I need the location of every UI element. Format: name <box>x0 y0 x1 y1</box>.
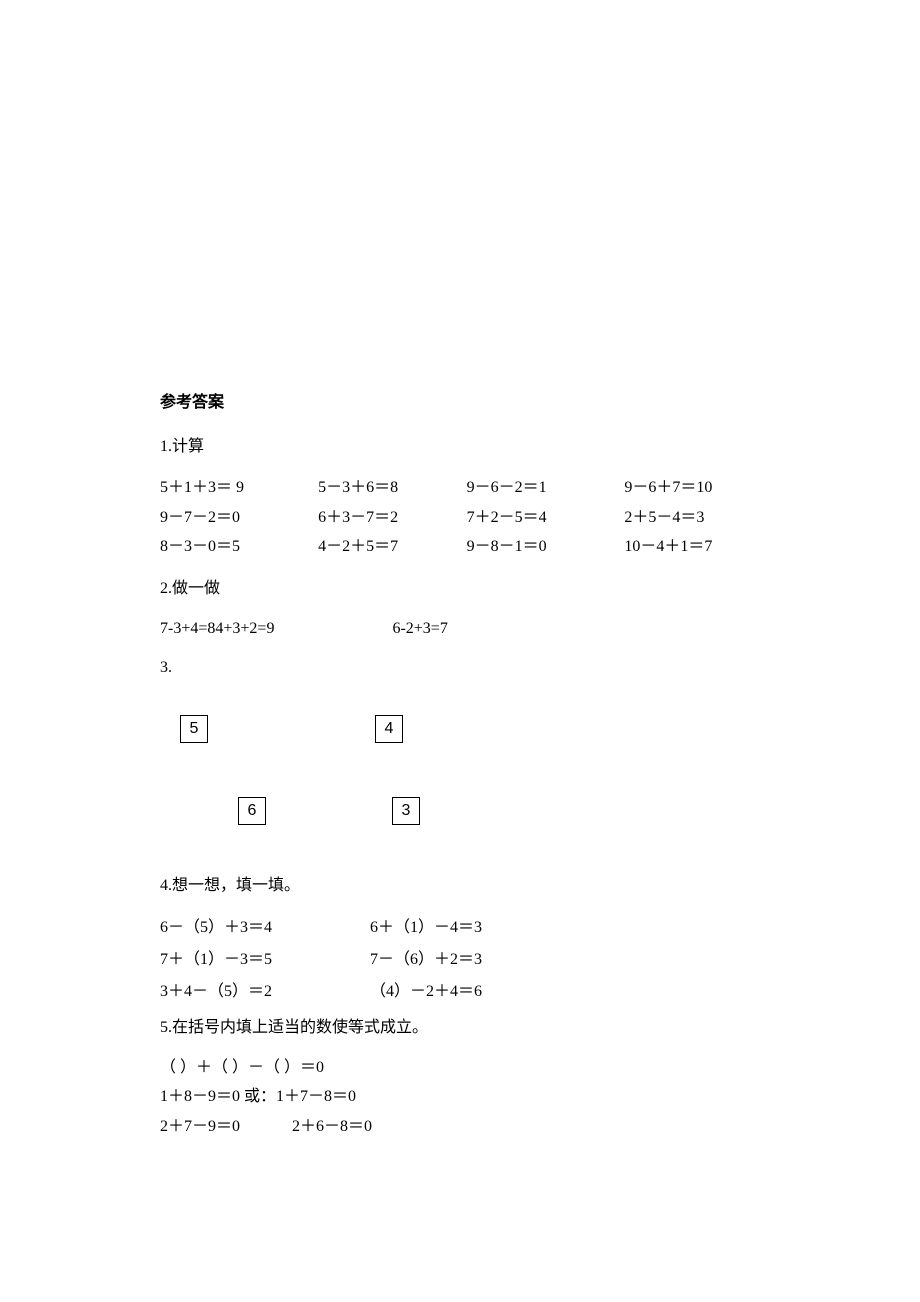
q4-cell: 6－（5）＋3＝4 <box>160 912 370 944</box>
q5-line1: （ ）＋（ ）－（ ）＝0 <box>160 1055 760 1081</box>
calc-cell: 9－7－2＝0 <box>160 503 318 533</box>
page-title: 参考答案 <box>160 390 760 416</box>
q5-line2-a: 1＋8－9＝0 <box>160 1088 240 1105</box>
q4-label: 4.想一想，填一填。 <box>160 873 760 899</box>
q2-label: 2.做一做 <box>160 576 760 602</box>
q4-cell: 7＋（1）－3＝5 <box>160 944 370 976</box>
q2-line: 7-3+4=84+3+2=9 6-2+3=7 <box>160 616 760 642</box>
calc-cell: 6＋3－7＝2 <box>318 503 467 533</box>
calc-cell: 7＋2－5＝4 <box>467 503 625 533</box>
q4-cell: 7－（6）＋2＝3 <box>370 944 580 976</box>
q2-expr-a: 7-3+4=84+3+2=9 <box>160 620 274 637</box>
table-row: 6－（5）＋3＝4 6＋（1）－4＝3 <box>160 912 580 944</box>
table-row: 9－7－2＝0 6＋3－7＝2 7＋2－5＝4 2＋5－4＝3 <box>160 503 760 533</box>
q5-line2-b: 1＋7－8＝0 <box>276 1088 356 1105</box>
number-box: 3 <box>392 797 420 825</box>
q3-boxes: 5 4 6 3 <box>160 695 760 865</box>
q4-cell: 6＋（1）－4＝3 <box>370 912 580 944</box>
number-box: 4 <box>375 715 403 743</box>
table-row: 3＋4－（5）＝2 （4）－2＋4＝6 <box>160 976 580 1008</box>
table-row: 7＋（1）－3＝5 7－（6）＋2＝3 <box>160 944 580 976</box>
table-row: 5＋1＋3＝ 9 5－3＋6＝8 9－6－2＝1 9－6＋7＝10 <box>160 473 760 503</box>
q1-label: 1.计算 <box>160 434 760 460</box>
number-box: 5 <box>180 715 208 743</box>
q5-line2: 1＋8－9＝0 或：1＋7－8＝0 <box>160 1084 760 1110</box>
q4-table: 6－（5）＋3＝4 6＋（1）－4＝3 7＋（1）－3＝5 7－（6）＋2＝3 … <box>160 912 580 1007</box>
q3-label: 3. <box>160 655 760 681</box>
q5-line3-a: 2＋7－9＝0 <box>160 1118 240 1135</box>
table-row: 8－3－0＝5 4－2＋5＝7 9－8－1＝0 10－4＋1＝7 <box>160 532 760 562</box>
q1-table: 5＋1＋3＝ 9 5－3＋6＝8 9－6－2＝1 9－6＋7＝10 9－7－2＝… <box>160 473 760 562</box>
number-box: 6 <box>238 797 266 825</box>
calc-cell: 5＋1＋3＝ 9 <box>160 473 318 503</box>
q5-line3: 2＋7－9＝0 2＋6－8＝0 <box>160 1114 760 1140</box>
document-page: 参考答案 1.计算 5＋1＋3＝ 9 5－3＋6＝8 9－6－2＝1 9－6＋7… <box>0 0 920 1204</box>
calc-cell: 4－2＋5＝7 <box>318 532 467 562</box>
calc-cell: 2＋5－4＝3 <box>624 503 760 533</box>
calc-cell: 9－6＋7＝10 <box>624 473 760 503</box>
q4-cell: （4）－2＋4＝6 <box>370 976 580 1008</box>
calc-cell: 8－3－0＝5 <box>160 532 318 562</box>
q5-label: 5.在括号内填上适当的数使等式成立。 <box>160 1015 760 1041</box>
q2-expr-b: 6-2+3=7 <box>392 620 447 637</box>
calc-cell: 10－4＋1＝7 <box>624 532 760 562</box>
q5-line3-b: 2＋6－8＝0 <box>292 1118 372 1135</box>
q5-line2-sep: 或： <box>240 1088 276 1105</box>
calc-cell: 9－8－1＝0 <box>467 532 625 562</box>
q4-cell: 3＋4－（5）＝2 <box>160 976 370 1008</box>
calc-cell: 5－3＋6＝8 <box>318 473 467 503</box>
calc-cell: 9－6－2＝1 <box>467 473 625 503</box>
